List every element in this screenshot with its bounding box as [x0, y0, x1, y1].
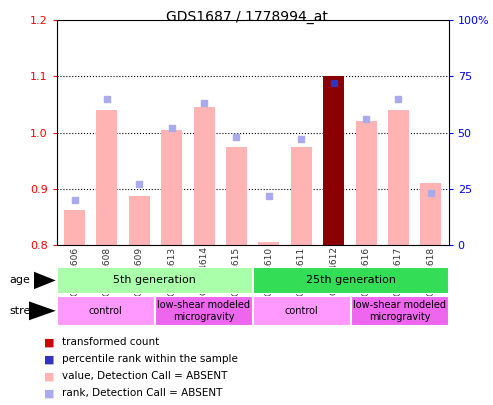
Bar	[351, 296, 449, 326]
Bar	[96, 110, 117, 245]
Bar	[64, 210, 85, 245]
Bar	[57, 267, 252, 294]
Text: control: control	[285, 306, 318, 316]
Text: low-shear modeled
microgravity: low-shear modeled microgravity	[157, 300, 250, 322]
Bar	[226, 147, 247, 245]
Text: ■: ■	[44, 388, 55, 398]
Text: low-shear modeled
microgravity: low-shear modeled microgravity	[353, 300, 446, 322]
Bar	[129, 196, 150, 245]
Text: stress: stress	[10, 306, 43, 316]
Text: rank, Detection Call = ABSENT: rank, Detection Call = ABSENT	[62, 388, 222, 398]
Text: age: age	[10, 275, 31, 286]
Bar	[421, 183, 441, 245]
Text: 5th generation: 5th generation	[113, 275, 196, 286]
Bar	[252, 296, 351, 326]
Text: ■: ■	[44, 354, 55, 364]
Bar	[258, 242, 280, 245]
Bar	[355, 122, 377, 245]
Text: value, Detection Call = ABSENT: value, Detection Call = ABSENT	[62, 371, 227, 381]
Text: 25th generation: 25th generation	[306, 275, 396, 286]
Bar	[291, 147, 312, 245]
Bar	[161, 130, 182, 245]
Bar	[194, 107, 214, 245]
Bar	[155, 296, 252, 326]
Bar	[252, 267, 449, 294]
Text: ■: ■	[44, 371, 55, 381]
Text: percentile rank within the sample: percentile rank within the sample	[62, 354, 238, 364]
Bar	[57, 296, 155, 326]
Polygon shape	[34, 271, 56, 289]
Text: control: control	[89, 306, 123, 316]
Text: transformed count: transformed count	[62, 337, 159, 347]
Polygon shape	[29, 301, 56, 320]
Text: GDS1687 / 1778994_at: GDS1687 / 1778994_at	[166, 10, 327, 24]
Text: ■: ■	[44, 337, 55, 347]
Bar	[388, 110, 409, 245]
Bar	[323, 77, 344, 245]
